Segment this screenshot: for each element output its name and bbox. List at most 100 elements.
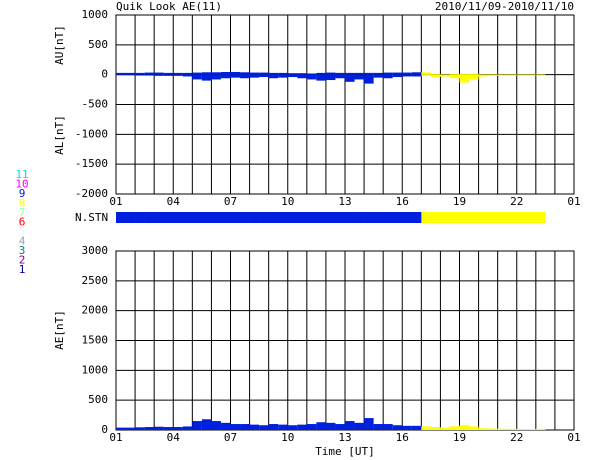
- bar: [345, 421, 355, 430]
- bar: [392, 425, 403, 430]
- bar: [383, 72, 393, 75]
- bar: [383, 74, 393, 79]
- bar: [373, 74, 384, 78]
- legend-label: 4: [19, 235, 26, 248]
- bar: [230, 424, 241, 430]
- x-tick-label: 22: [510, 195, 523, 208]
- station-bar: [430, 212, 441, 223]
- station-bar: [230, 212, 241, 223]
- bar: [201, 419, 212, 430]
- bar: [354, 422, 365, 430]
- legend-label: 2: [19, 254, 26, 267]
- bar: [240, 72, 250, 75]
- bar: [469, 426, 479, 430]
- bar: [144, 72, 155, 75]
- x-tick-label: 16: [396, 195, 409, 208]
- x-tick-label: 16: [396, 431, 409, 444]
- bar: [335, 424, 345, 430]
- station-bar: [488, 212, 498, 223]
- bar: [335, 72, 345, 75]
- bar: [154, 74, 164, 76]
- bar: [449, 426, 460, 430]
- bar: [154, 72, 164, 75]
- legend-label: 3: [19, 244, 26, 257]
- x-tick-label: 04: [167, 431, 181, 444]
- bar: [249, 74, 260, 78]
- bar: [421, 74, 431, 76]
- bar: [354, 74, 365, 80]
- bar: [230, 71, 241, 75]
- station-bar: [259, 212, 269, 223]
- bar: [287, 74, 298, 78]
- station-bar: [201, 212, 212, 223]
- station-bar: [125, 212, 136, 223]
- station-bar: [440, 212, 451, 223]
- bar: [335, 74, 345, 79]
- bar: [507, 428, 517, 430]
- station-bar: [526, 212, 537, 223]
- bar: [163, 72, 174, 75]
- y-axis-label: AE[nT]: [53, 310, 66, 350]
- bar: [144, 74, 155, 76]
- bar: [201, 72, 212, 75]
- bar: [220, 71, 231, 75]
- station-bar: [478, 212, 489, 223]
- bar: [373, 72, 384, 75]
- bar: [325, 72, 336, 75]
- station-bar: [392, 212, 403, 223]
- stations-label: N.STN: [75, 211, 108, 224]
- legend-label: 1: [19, 263, 26, 276]
- bar: [297, 74, 307, 79]
- legend-label: 5: [19, 225, 26, 238]
- bar: [364, 72, 374, 75]
- bar: [430, 74, 441, 78]
- bar: [163, 427, 174, 430]
- bar: [144, 427, 155, 430]
- station-bar: [354, 212, 365, 223]
- station-bar: [240, 212, 250, 223]
- station-bar: [535, 212, 546, 223]
- bar: [240, 424, 250, 430]
- station-bar: [345, 212, 355, 223]
- bar: [278, 424, 288, 430]
- y-tick-label: -2000: [75, 187, 108, 200]
- bar: [488, 74, 498, 76]
- bar: [268, 74, 279, 79]
- bar: [392, 74, 403, 78]
- bar: [192, 74, 202, 80]
- bar: [287, 425, 298, 430]
- bar: [116, 427, 126, 430]
- bar: [411, 72, 422, 75]
- bar: [402, 72, 412, 75]
- x-tick-label: 10: [281, 195, 294, 208]
- station-bar: [507, 212, 518, 223]
- bar: [125, 427, 136, 430]
- bar: [411, 74, 422, 77]
- y-tick-label: 1000: [82, 363, 109, 376]
- station-bar: [163, 212, 174, 223]
- bar: [306, 424, 317, 430]
- legend-label: 8: [19, 197, 26, 210]
- bar: [421, 72, 431, 75]
- bar: [478, 428, 489, 430]
- y-tick-label: 0: [101, 423, 108, 436]
- bar: [383, 424, 393, 430]
- bar: [287, 73, 298, 75]
- station-bar: [144, 212, 155, 223]
- legend-label: 9: [19, 187, 26, 200]
- bar: [163, 74, 174, 76]
- bar: [469, 74, 479, 80]
- bar: [373, 424, 384, 430]
- station-bar: [411, 212, 422, 223]
- bar: [516, 429, 527, 430]
- station-bar: [325, 212, 336, 223]
- x-tick-label: 07: [224, 195, 237, 208]
- y-tick-label: 3000: [82, 244, 109, 257]
- bar: [497, 74, 508, 76]
- bar: [497, 428, 508, 430]
- bar: [211, 421, 221, 430]
- bar: [249, 72, 260, 75]
- legend-label: 6: [19, 216, 26, 229]
- bar: [402, 425, 412, 430]
- bar: [459, 74, 470, 83]
